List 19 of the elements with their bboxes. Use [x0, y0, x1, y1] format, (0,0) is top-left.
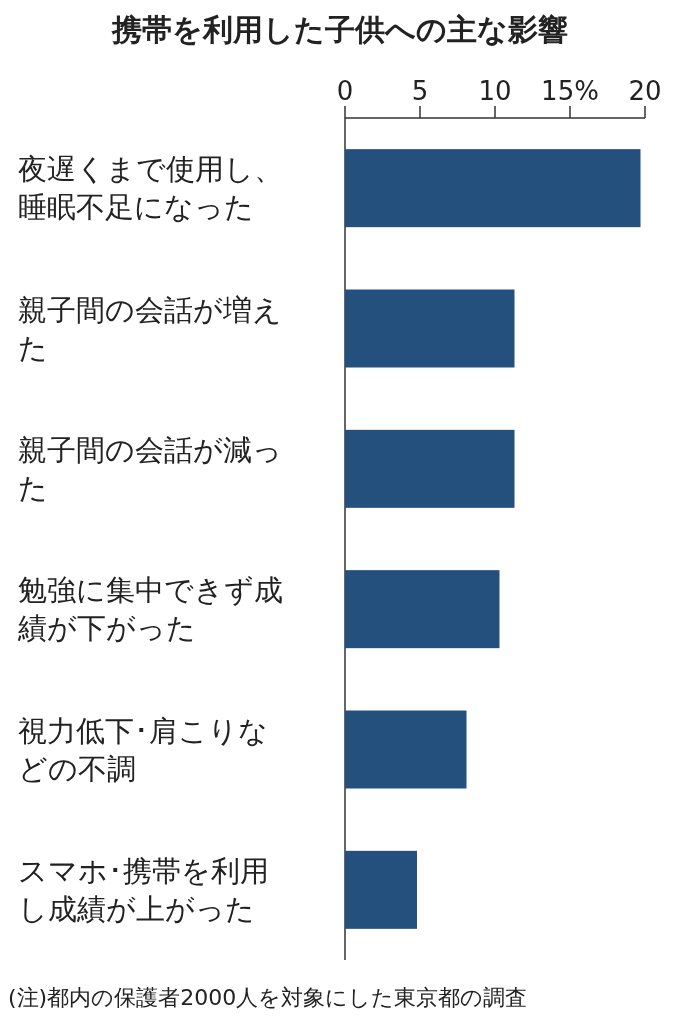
bar: [345, 570, 500, 649]
text: (注)都内の保護者2000人を対象にした東京都の調査: [8, 985, 528, 1010]
bar: [345, 710, 467, 789]
x-tick-label: 5: [411, 76, 429, 106]
y-tick-label: スマホ･携帯を利用し成績が上がった: [18, 853, 269, 926]
y-tick-label: 夜遅くまで使用し、睡眠不足になった: [18, 152, 283, 225]
bar: [345, 149, 641, 228]
x-tick-label: 0: [336, 76, 354, 106]
y-tick-label: 親子間の会話が増えた: [18, 292, 282, 365]
x-tick-label: 10: [478, 76, 512, 106]
bar: [345, 429, 515, 508]
bar: [345, 289, 515, 368]
x-tick-label: 20: [628, 76, 662, 106]
chart-title: 携帯を利用した子供への主な影響: [111, 12, 568, 47]
y-tick-label: 親子間の会話が減った: [18, 432, 282, 505]
y-tick-label: 勉強に集中できず成績が下がった: [17, 573, 283, 646]
x-tick-label: 15%: [541, 76, 599, 106]
y-tick-label: 視力低下･肩こりなどの不調: [18, 713, 268, 786]
bar: [345, 850, 417, 929]
